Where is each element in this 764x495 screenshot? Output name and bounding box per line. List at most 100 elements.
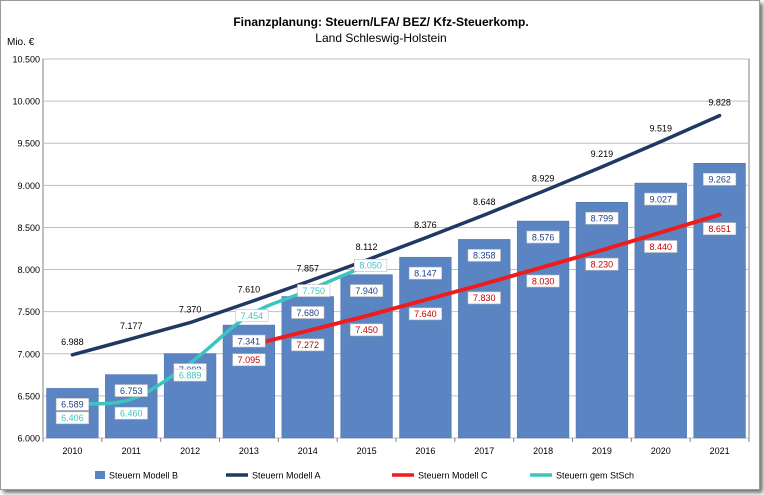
y-tick-label: 8.000: [17, 265, 40, 275]
line-data-label-modell-a: 8.376: [414, 220, 437, 230]
line-data-label-modell-c: 8.440: [649, 242, 672, 252]
line-data-label-modell-c: 8.651: [708, 224, 731, 234]
line-data-label-stsch: 7.454: [241, 311, 264, 321]
line-data-label-modell-c: 7.095: [238, 355, 261, 365]
legend-swatch: [95, 471, 105, 479]
line-data-label-modell-a: 9.828: [708, 98, 731, 108]
line-data-label-modell-c-box: [526, 274, 560, 288]
bar-data-label-box: [55, 398, 89, 411]
y-tick-label: 7.500: [17, 307, 40, 317]
y-tick-label: 10.500: [12, 55, 40, 65]
chart-subtitle: Land Schleswig-Holstein: [315, 31, 447, 45]
bar-data-label-box: [350, 284, 384, 297]
line-data-label-modell-c: 7.640: [414, 309, 437, 319]
y-tick-label: 10.000: [12, 97, 40, 107]
line-data-label-modell-c-box: [467, 291, 501, 305]
x-tick-label: 2014: [298, 446, 318, 456]
line-data-label-modell-a: 7.370: [179, 305, 202, 315]
y-tick-label: 6.500: [17, 391, 40, 401]
bar-data-label: 7.940: [355, 286, 378, 296]
y-axis-label: Mio. €: [7, 37, 35, 48]
x-tick-label: 2018: [533, 446, 553, 456]
legend-label: Steuern Modell A: [252, 471, 321, 481]
bar-data-label: 8.358: [473, 251, 496, 261]
line-data-label-modell-a: 7.857: [296, 264, 319, 274]
bar: [516, 220, 570, 439]
bar: [575, 202, 629, 439]
line-data-label-modell-c: 7.450: [355, 325, 378, 335]
line-data-label-modell-c: 7.272: [296, 340, 319, 350]
bar-data-label-box: [408, 266, 442, 280]
bar-data-label: 8.576: [532, 232, 555, 242]
x-tick-label: 2013: [239, 446, 259, 456]
x-tick-label: 2011: [122, 446, 141, 456]
bar: [281, 296, 334, 439]
bar-data-label-box: [703, 172, 737, 186]
line-data-label-stsch: 6.460: [120, 409, 143, 419]
legend-label: Steuern Modell B: [109, 471, 178, 481]
bar-data-label: 9.262: [708, 175, 731, 185]
y-tick-label: 9.000: [17, 181, 40, 191]
line-data-label-stsch: 7.750: [302, 286, 325, 296]
bar: [105, 374, 158, 439]
x-tick-label: 2010: [62, 446, 82, 456]
y-tick-label: 7.000: [17, 349, 40, 359]
y-tick-label: 9.500: [17, 139, 40, 149]
line-data-label-stsch: 6.889: [179, 370, 202, 380]
line-data-label-modell-a: 9.519: [649, 124, 672, 134]
chart-title: Finanzplanung: Steuern/LFA/ BEZ/ Kfz-Ste…: [233, 15, 529, 29]
bar-data-label-box: [232, 334, 266, 348]
bar-data-label-box: [585, 211, 619, 225]
bar: [693, 163, 746, 439]
line-data-label-modell-a: 7.177: [120, 321, 143, 331]
legend-label: Steuern gem StSch: [556, 471, 634, 481]
bar-data-label: 8.147: [414, 268, 437, 278]
line-data-label-modell-a: 8.648: [473, 197, 496, 207]
x-tick-label: 2012: [180, 446, 200, 456]
line-data-label-modell-a: 8.929: [532, 173, 555, 183]
line-data-label-stsch-box: [114, 406, 148, 420]
bar-data-label: 6.753: [120, 386, 143, 396]
line-data-label-modell-c-box: [350, 323, 384, 337]
line-data-label-modell-c: 7.830: [473, 293, 496, 303]
x-tick-label: 2020: [651, 446, 671, 456]
x-tick-label: 2016: [415, 446, 435, 456]
bar-data-label-box: [644, 192, 678, 206]
line-data-label-modell-c-box: [703, 222, 737, 236]
line-data-label-modell-c: 8.230: [591, 259, 614, 269]
bar: [458, 239, 511, 439]
bar-data-label-box: [526, 230, 560, 244]
bar-data-label: 9.027: [649, 194, 672, 204]
bar: [399, 256, 452, 439]
bar-data-label-box: [291, 306, 325, 319]
bar: [634, 182, 687, 439]
bar-data-label: 8.799: [591, 214, 614, 224]
series-line-steuern-modell-a: [70, 113, 722, 357]
bar-data-label: 6.589: [61, 400, 84, 410]
x-tick-label: 2019: [592, 446, 612, 456]
series-line-steuern-modell-c: [246, 212, 722, 348]
x-tick-label: 2021: [710, 446, 730, 456]
y-tick-label: 8.500: [17, 223, 40, 233]
x-tick-label: 2017: [474, 446, 494, 456]
line-data-label-stsch-box: [173, 368, 207, 382]
line-data-label-modell-c-box: [585, 257, 619, 271]
y-tick-label: 6.000: [17, 434, 40, 444]
bar-data-label-box: [114, 384, 148, 397]
line-data-label-modell-a: 8.112: [356, 242, 378, 252]
line-data-label-stsch-box: [354, 259, 388, 272]
line-data-label-modell-c-box: [291, 338, 325, 352]
line-data-label-modell-c: 8.030: [532, 276, 555, 286]
line-data-label-modell-a: 6.988: [61, 337, 84, 347]
line-data-label-modell-c-box: [408, 307, 442, 321]
line-data-label-stsch: 8.050: [359, 261, 382, 271]
line-data-label-stsch-box: [235, 309, 269, 322]
bar-data-label: 7.341: [238, 336, 261, 346]
bar-data-label: 7.680: [296, 308, 319, 318]
line-data-label-modell-c-box: [644, 240, 678, 253]
line-data-label-modell-c-box: [232, 353, 266, 367]
bar-data-label-box: [467, 249, 501, 262]
line-data-label-stsch-box: [297, 284, 331, 297]
